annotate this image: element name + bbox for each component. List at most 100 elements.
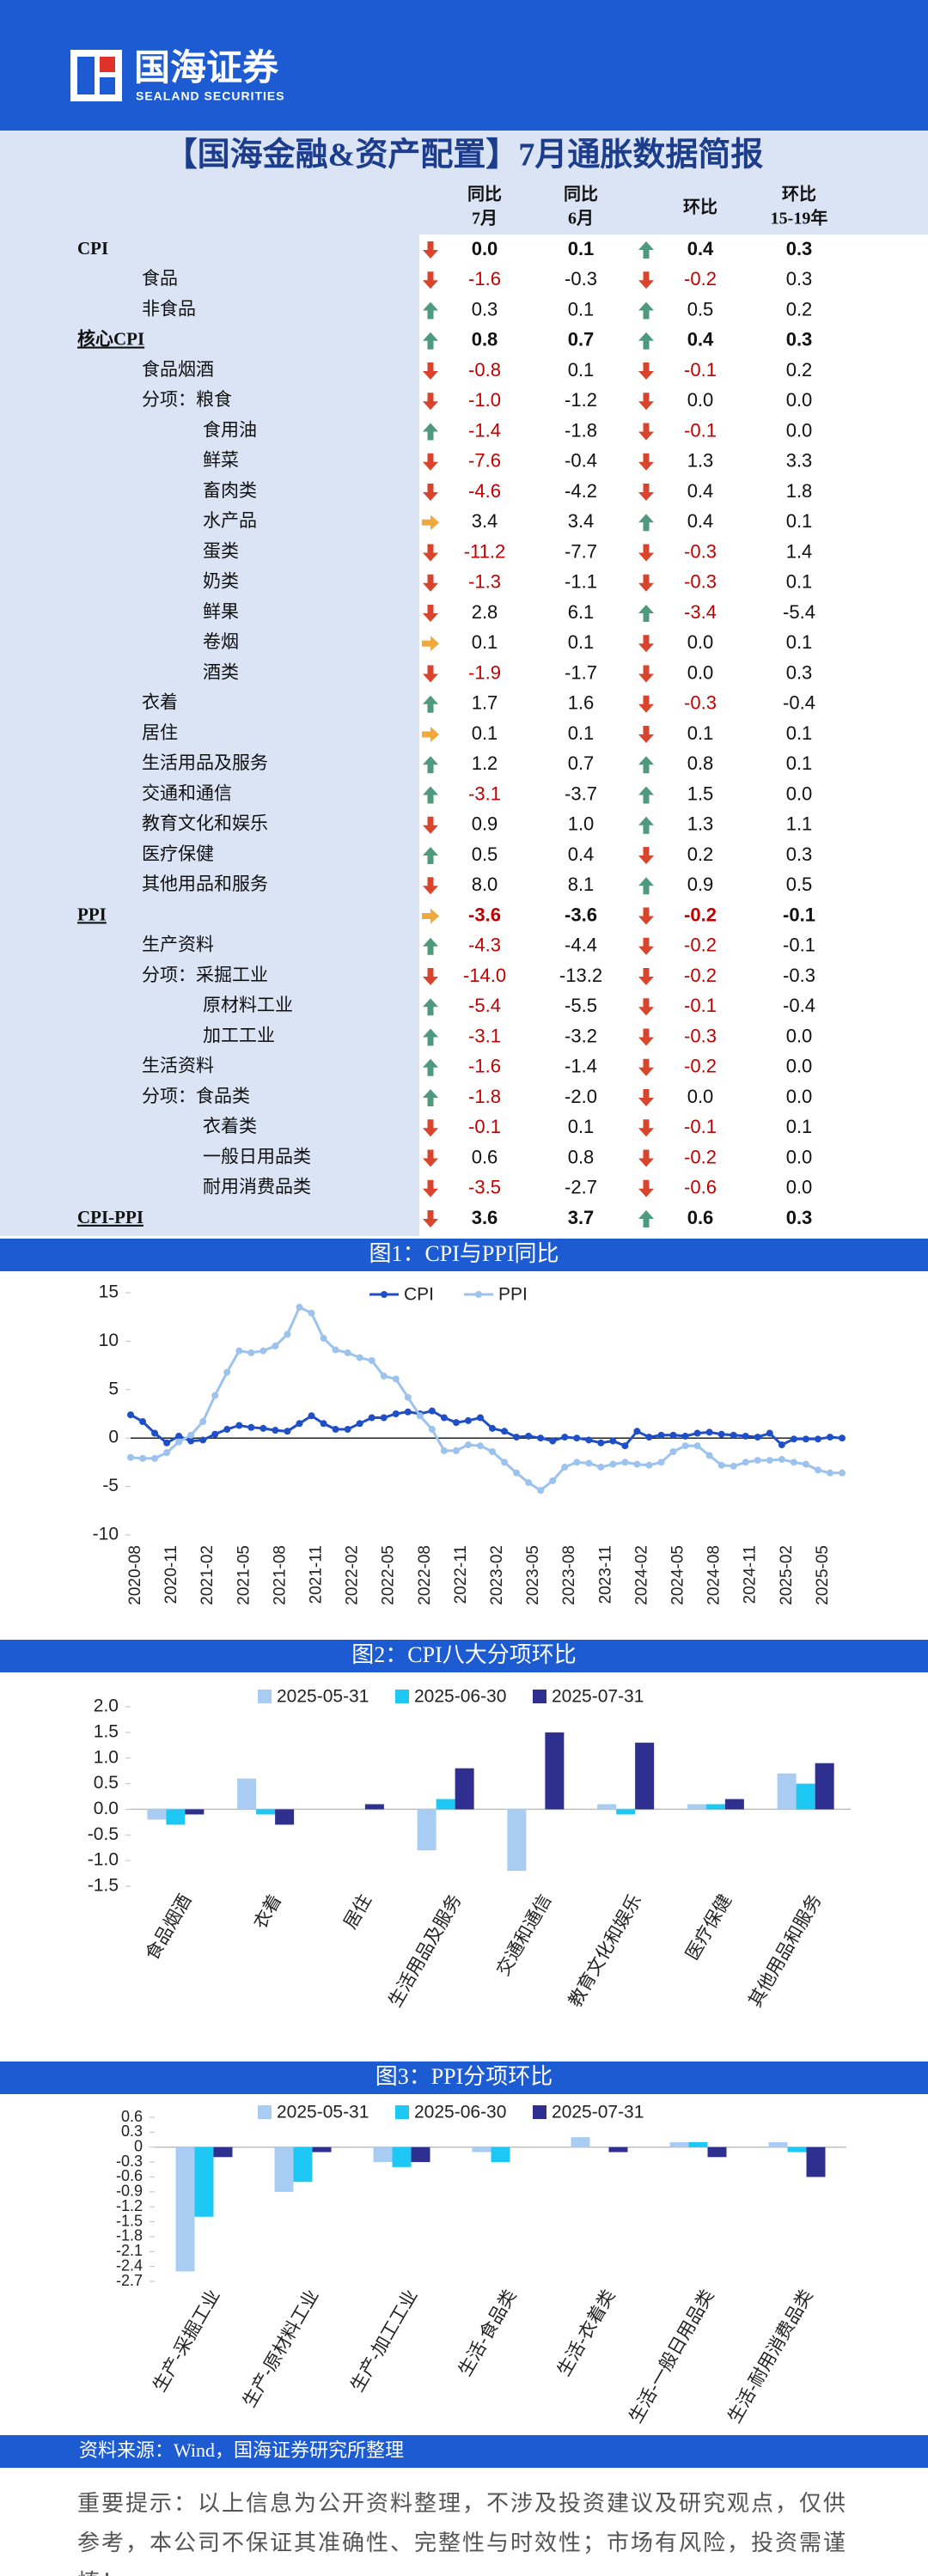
trend-arrow [423,1210,438,1227]
cell-value: 1.8 [786,480,813,502]
row-label: 畜肉类 [203,480,257,501]
chart-title: 图2：CPI八大分项环比 [351,1642,576,1667]
point-marker [681,1442,689,1450]
point-marker [489,1424,497,1432]
cell-value: -0.1 [684,1116,717,1137]
cell-value: 0.3 [786,268,813,289]
y-tick-label: 0.5 [94,1773,119,1793]
cell-value: -0.1 [468,1116,501,1137]
legend-label: 2025-07-31 [552,2103,644,2122]
point-marker [259,1424,267,1432]
cell-value: -0.3 [783,965,815,986]
legend-swatch [395,2105,409,2119]
x-tick-label: 2024-11 [742,1545,760,1604]
cell-value: 0.3 [786,238,813,259]
cell-value: 3.7 [568,1207,595,1228]
bar [417,1809,437,1851]
x-tick-label: 2023-11 [596,1545,614,1604]
point-marker [127,1411,134,1419]
cell-value: -3.6 [565,904,597,925]
cell-value: 0.9 [472,813,498,835]
x-tick-label: 2021-02 [198,1545,217,1605]
trend-arrow [638,393,654,411]
trend-arrow [423,301,438,320]
brand-en: SEALAND SECURITIES [136,89,285,103]
point-marker [272,1343,279,1350]
cell-value: 1.4 [786,540,813,562]
point-marker [645,1434,653,1441]
bar [669,2141,689,2147]
cell-value: 0.0 [786,1177,813,1198]
y-tick-label: 10 [99,1331,119,1350]
cell-value: 0.2 [786,298,813,320]
cell-value: 1.1 [786,813,813,835]
point-marker [308,1412,315,1420]
trend-arrow [638,816,654,834]
x-tick-label: 生产-采掘工业 [150,2287,223,2396]
point-marker [356,1420,363,1428]
legend-swatch [258,1690,272,1703]
x-tick-label: 2022-05 [380,1545,398,1605]
trend-arrow [423,393,438,411]
point-marker [380,1414,388,1422]
row-label: 居住 [142,722,178,743]
y-tick-label: -2.4 [116,2256,143,2274]
x-tick-label: 生活-食品类 [455,2287,521,2379]
cell-value: -1.7 [565,661,597,683]
x-tick-label: 生活-衣着类 [554,2287,620,2379]
point-marker [163,1439,171,1446]
bar [472,2147,491,2153]
report-title: 【国海金融&资产配置】7月通胀数据简报 [165,137,764,174]
x-tick-label: 生活-一般日用品类 [626,2287,717,2427]
cell-value: 0.0 [786,389,813,411]
bar [392,2147,412,2167]
cell-value: 0.0 [786,1025,813,1046]
x-tick-label: 2025-02 [778,1545,796,1605]
point-marker [175,1432,183,1440]
trend-arrow [423,484,438,501]
cell-value: 0.0 [786,1086,813,1107]
trend-arrow [423,877,438,895]
trend-arrow [638,423,654,441]
legend-swatch [395,1690,409,1703]
cell-value: -0.1 [783,904,815,925]
bar [597,1804,617,1810]
cell-value: 0.1 [568,359,595,381]
point-marker [730,1462,737,1470]
trend-arrow [423,574,438,592]
cell-value: 1.5 [687,783,714,804]
point-marker [489,1447,497,1455]
trend-arrow [638,1179,654,1197]
cell-value: -0.2 [684,268,717,289]
bar [147,1809,167,1820]
point-marker [428,1426,436,1434]
bar [724,1799,744,1810]
row-label: 衣着 [142,692,178,713]
cell-value: 0.1 [568,1116,595,1137]
cell-value: -5.4 [783,601,815,623]
trend-arrow [423,816,438,834]
point-marker [199,1418,207,1426]
x-tick-label: 交通和通信 [493,1891,555,1979]
cell-value: 0.4 [568,843,595,865]
row-label: 原材料工业 [203,995,293,1015]
cell-value: 0.1 [786,631,813,653]
point-marker [693,1442,701,1450]
cell-value: -1.1 [565,571,597,593]
cell-value: 0.4 [687,238,714,259]
row-label: CPI-PPI [77,1207,143,1227]
x-tick-label: 教育文化和娱乐 [565,1891,645,2011]
trend-arrow [638,484,654,501]
point-marker [151,1454,159,1462]
y-tick-label: 2.0 [94,1696,119,1716]
x-tick-label: 2024-05 [669,1545,687,1605]
y-tick-label: 5 [108,1379,119,1398]
point-marker [657,1431,665,1439]
point-marker [380,1373,388,1380]
point-marker [525,1432,533,1440]
cell-value: 0.8 [472,329,498,350]
trend-arrow [422,636,439,652]
cell-value: -0.3 [565,268,597,289]
trend-arrow [638,301,654,320]
cell-value: -1.3 [468,571,501,593]
